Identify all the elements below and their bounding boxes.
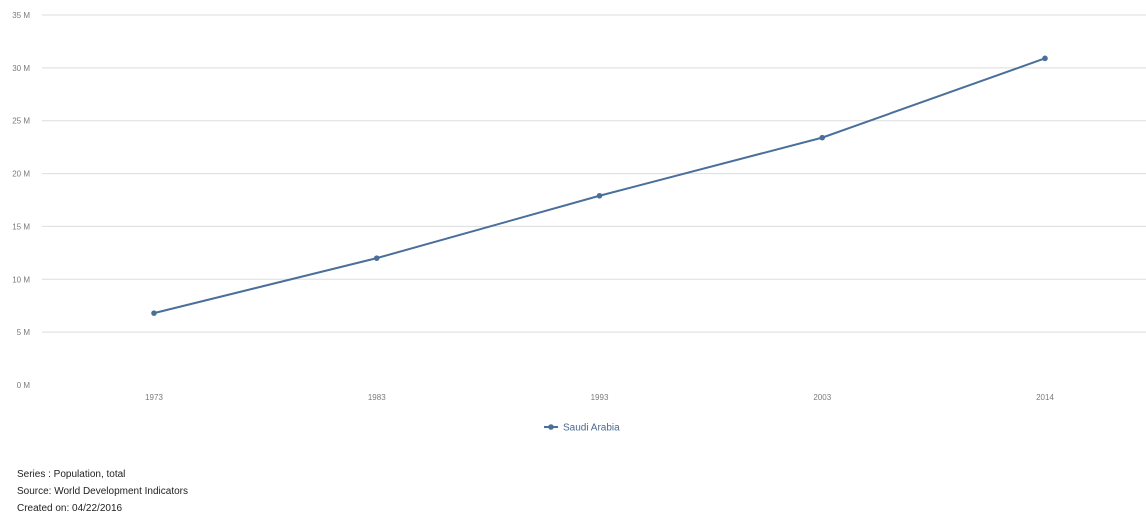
data-point[interactable]	[819, 134, 826, 141]
line-chart: 0 M5 M10 M15 M20 M25 M30 M35 M 1973 1983 1…	[12, 11, 1146, 434]
x-tick-label: 2003	[813, 393, 831, 402]
series-caption: Series : Population, total	[17, 469, 126, 480]
x-axis-ticks: 1973 1983 1993 2003 2014	[145, 393, 1054, 402]
y-tick-label: 10 M	[12, 275, 30, 284]
legend-label-saudi-arabia: Saudi Arabia	[563, 423, 620, 434]
grid-lines	[42, 14, 1146, 333]
y-tick-label: 30 M	[12, 64, 30, 73]
series-line[interactable]	[153, 57, 1046, 315]
x-tick-label: 2014	[1036, 393, 1054, 402]
x-tick-label: 1973	[145, 393, 163, 402]
data-point[interactable]	[373, 255, 380, 261]
data-point[interactable]	[151, 310, 157, 316]
x-tick-label: 1983	[368, 393, 386, 402]
y-axis-ticks: 0 M 5 M 10 M 15 M 20 M 25 M 30 M 35 M	[12, 11, 30, 390]
created-caption: Created on: 04/22/2016	[17, 503, 123, 514]
y-tick-label: 25 M	[12, 117, 30, 126]
data-point[interactable]	[1042, 55, 1048, 62]
y-tick-label: 5 M	[17, 328, 31, 337]
legend-swatch-marker	[548, 424, 554, 430]
chart-footer: Series : Population, total Source: World…	[17, 466, 188, 517]
x-tick-label: 1993	[591, 393, 609, 402]
y-tick-label: 20 M	[12, 170, 30, 179]
legend[interactable]: Saudi Arabia	[544, 423, 620, 434]
source-caption: Source: World Development Indicators	[17, 486, 189, 497]
y-tick-label: 15 M	[12, 222, 30, 231]
data-point[interactable]	[596, 192, 603, 199]
y-tick-label: 0 M	[17, 381, 31, 390]
series-layer	[151, 55, 1048, 316]
y-tick-label: 35 M	[12, 11, 30, 20]
